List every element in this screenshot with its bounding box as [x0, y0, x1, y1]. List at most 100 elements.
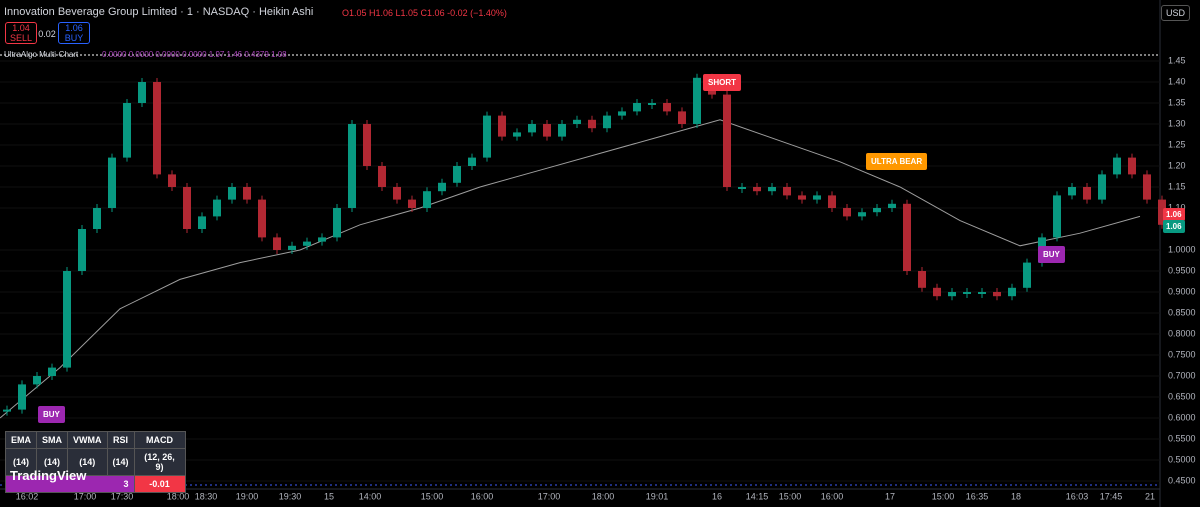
candle [648, 103, 656, 105]
candle [1143, 174, 1151, 200]
y-tick-label: 1.30 [1168, 118, 1186, 128]
td: (12, 26, 9) [133, 448, 186, 476]
y-tick-label: 1.20 [1168, 160, 1186, 170]
symbol-title: Innovation Beverage Group Limited · 1 · … [4, 6, 314, 18]
candle [1023, 262, 1031, 288]
x-tick-label: 18 [1011, 491, 1021, 501]
y-tick-label: 1.45 [1168, 55, 1186, 65]
candle [363, 124, 371, 166]
candle [78, 229, 86, 271]
spread: 0.02 [38, 29, 56, 39]
x-tick-label: 17:45 [1100, 491, 1123, 501]
x-tick-label: 18:30 [195, 491, 218, 501]
candle [993, 292, 1001, 297]
candle [18, 384, 26, 410]
y-tick-label: 0.6500 [1168, 391, 1196, 401]
y-tick-label: 0.4500 [1168, 475, 1196, 485]
candle [693, 77, 701, 124]
x-tick-label: 15:00 [421, 491, 444, 501]
candle [3, 409, 11, 412]
candle [588, 119, 596, 129]
candle [318, 237, 326, 242]
x-tick-label: 15:00 [932, 491, 955, 501]
candle [1053, 195, 1061, 238]
td: -0.01 [133, 475, 186, 493]
ema-line [0, 119, 1141, 419]
sell-button[interactable]: 1.04 SELL [5, 22, 37, 44]
candle [933, 287, 941, 297]
sell-label: SELL [9, 33, 33, 43]
x-tick-label: 17 [885, 491, 895, 501]
candle [453, 166, 461, 183]
candle [108, 157, 116, 208]
candle [273, 237, 281, 250]
signal-short: SHORT [703, 74, 741, 91]
candle [528, 124, 536, 133]
candle [138, 82, 146, 103]
x-tick-label: 18:00 [592, 491, 615, 501]
candle [408, 199, 416, 208]
y-tick-label: 0.6000 [1168, 412, 1196, 422]
candle [573, 119, 581, 124]
candle [48, 367, 56, 376]
candle [213, 199, 221, 217]
x-tick-label: 16:00 [821, 491, 844, 501]
candle [33, 376, 41, 385]
x-tick-label: 19:01 [646, 491, 669, 501]
x-tick-label: 17:00 [74, 491, 97, 501]
currency[interactable]: USD [1160, 5, 1190, 21]
candle [1128, 157, 1136, 175]
candle [348, 124, 356, 208]
candle [813, 195, 821, 200]
candle [153, 82, 161, 175]
th: VWMA [67, 431, 108, 449]
td: (14) [106, 448, 135, 476]
candle [288, 245, 296, 250]
candle [378, 166, 386, 187]
y-tick-label: 1.15 [1168, 181, 1186, 191]
x-tick-label: 16 [712, 491, 722, 501]
x-tick-label: 16:03 [1066, 491, 1089, 501]
y-tick-label: 0.8500 [1168, 307, 1196, 317]
x-tick-label: 19:30 [279, 491, 302, 501]
buy-button[interactable]: 1.06 BUY [58, 22, 90, 44]
signal-buy: BUY [38, 406, 65, 423]
candle [738, 187, 746, 189]
y-tick-label: 0.7500 [1168, 349, 1196, 359]
buy-price: 1.06 [65, 23, 83, 33]
candle [498, 115, 506, 137]
x-tick-label: 14:15 [746, 491, 769, 501]
x-tick-label: 18:00 [167, 491, 190, 501]
candle [333, 208, 341, 238]
th: EMA [5, 431, 37, 449]
candle [123, 103, 131, 158]
candle [228, 187, 236, 200]
buy-label: BUY [64, 33, 84, 43]
x-tick-label: 14:00 [359, 491, 382, 501]
candle [1098, 174, 1106, 200]
candle [198, 216, 206, 229]
candle [1008, 287, 1016, 297]
candle [633, 103, 641, 112]
price-tag: 1.06 [1163, 208, 1185, 221]
candle [1158, 199, 1166, 225]
candle [438, 182, 446, 192]
candle [1113, 157, 1121, 175]
candle [603, 115, 611, 129]
candle [543, 124, 551, 137]
y-tick-label: 0.7000 [1168, 370, 1196, 380]
brand-logo: TradingView [10, 468, 87, 483]
y-tick-label: 1.25 [1168, 139, 1186, 149]
price-tag: 1.06 [1163, 220, 1185, 233]
candle [978, 292, 986, 294]
candle [783, 187, 791, 196]
td: 3 [5, 475, 135, 493]
candle [753, 187, 761, 192]
indicator-values: 0.0000 0.0000 0.0000 0.0000 1.97 1.46 0.… [102, 50, 287, 59]
x-tick-label: 16:35 [966, 491, 989, 501]
y-tick-label: 1.10 [1168, 202, 1186, 212]
candle [618, 111, 626, 116]
candle [948, 292, 956, 297]
signal-ultra-bear: ULTRA BEAR [866, 153, 928, 170]
